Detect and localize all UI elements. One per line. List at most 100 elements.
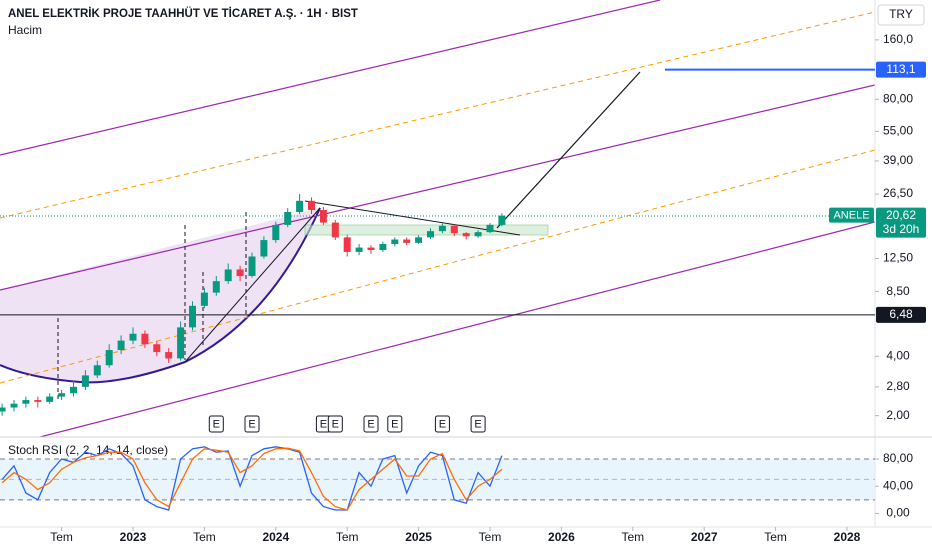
candles xyxy=(0,194,506,416)
price-tag xyxy=(876,306,926,323)
x-tick-label: 2023 xyxy=(120,530,147,544)
candle-body xyxy=(58,393,66,397)
candle-body xyxy=(379,244,387,251)
earnings-label: E xyxy=(332,418,339,430)
drawings xyxy=(0,0,875,437)
y-tick-label: 2,80 xyxy=(886,379,910,393)
candle-body xyxy=(70,386,77,394)
x-tick-label: 2024 xyxy=(262,530,289,544)
candle-body xyxy=(343,237,351,252)
earnings-marker xyxy=(208,415,224,433)
earnings-label: E xyxy=(213,418,220,430)
candle-body xyxy=(105,350,113,366)
candle-body xyxy=(462,233,470,237)
earnings-marker xyxy=(363,415,379,433)
candle-body xyxy=(296,200,304,213)
zone-box xyxy=(304,224,549,236)
candle-body xyxy=(165,352,173,359)
candle-body xyxy=(272,224,280,241)
candle-body xyxy=(319,210,327,223)
y-tick-label: 80,00 xyxy=(883,91,913,105)
channel-line xyxy=(0,84,875,291)
price-tag xyxy=(876,61,926,78)
x-tick-label: Tem xyxy=(764,530,787,544)
candle-body xyxy=(200,292,208,306)
currency-button[interactable] xyxy=(877,4,925,26)
candle-body xyxy=(438,225,446,232)
trend-line xyxy=(184,207,321,363)
currency[interactable]: TRY xyxy=(889,7,913,21)
candle-body xyxy=(212,281,220,293)
x-tick-label: 2027 xyxy=(691,530,718,544)
candle-body xyxy=(427,231,434,238)
earnings-label: E xyxy=(320,418,327,430)
symbol-tag-label: ANELE xyxy=(833,209,869,221)
y-tick-label: 39,00 xyxy=(883,153,913,167)
x-tick-label: Tem xyxy=(621,530,644,544)
candle-body xyxy=(153,344,161,353)
y-tick-label: 0,00 xyxy=(886,506,910,520)
candle-body xyxy=(0,407,6,412)
candle-body xyxy=(367,247,375,251)
candle-body xyxy=(93,365,101,376)
candle-body xyxy=(117,340,125,351)
earnings-label: E xyxy=(367,418,374,430)
channel-line xyxy=(39,221,875,437)
candle-body xyxy=(355,247,363,252)
candle-body xyxy=(331,222,339,238)
candle-body xyxy=(22,400,30,404)
earnings-label: E xyxy=(474,418,481,430)
y-tick-label: 12,50 xyxy=(883,251,913,265)
candle-body xyxy=(141,333,149,345)
candle-body xyxy=(391,239,399,245)
x-tick-label: Tem xyxy=(50,530,73,544)
earnings-marker xyxy=(327,415,343,433)
earnings-label: E xyxy=(439,418,446,430)
y-tick-label: 80,00 xyxy=(883,451,913,465)
x-tick-label: 2026 xyxy=(548,530,575,544)
x-tick-label: Tem xyxy=(479,530,502,544)
candle-body xyxy=(415,237,423,243)
countdown: 3d 20h xyxy=(883,222,920,236)
candle-body xyxy=(284,212,292,225)
earnings-label: E xyxy=(248,418,255,430)
x-tick-label: Tem xyxy=(336,530,359,544)
earnings-marker xyxy=(387,415,403,433)
candle-body xyxy=(308,200,315,211)
earnings-marker xyxy=(470,415,486,433)
candle-body xyxy=(498,215,506,225)
subtitle: Hacim xyxy=(8,23,42,37)
y-tick-label: 160,0 xyxy=(883,32,913,46)
candle-body xyxy=(236,269,244,276)
cup-arc xyxy=(0,207,321,384)
rsi-line xyxy=(1,446,503,511)
price-tag-label: 113,1 xyxy=(886,62,915,76)
candle-body xyxy=(403,239,411,243)
symbol-tag xyxy=(829,207,874,223)
x-tick-label: 2025 xyxy=(405,530,432,544)
x-tick-label: Tem xyxy=(193,530,216,544)
candle-body xyxy=(224,269,232,282)
earnings-label: E xyxy=(391,418,398,430)
candle-body xyxy=(486,224,494,233)
cup-area xyxy=(0,208,320,383)
price-tag xyxy=(876,207,926,238)
candle-body xyxy=(81,375,89,387)
rsi-band xyxy=(0,459,875,500)
y-tick-label: 55,00 xyxy=(883,124,913,138)
trend-line xyxy=(304,200,521,236)
price-tag-label: 20,62 xyxy=(886,208,916,222)
y-tick-label: 40,00 xyxy=(883,478,913,492)
candle-body xyxy=(248,256,256,276)
channel-mid xyxy=(0,11,875,219)
candle-body xyxy=(129,333,137,341)
candle-body xyxy=(46,396,54,402)
candle-body xyxy=(260,240,268,257)
price-tag-label: 6,48 xyxy=(889,307,913,321)
channel-mid xyxy=(0,149,875,384)
earnings-marker xyxy=(434,415,450,433)
earnings-marker xyxy=(244,415,260,433)
y-tick-label: 2,00 xyxy=(886,408,910,422)
projection-line xyxy=(496,71,641,229)
